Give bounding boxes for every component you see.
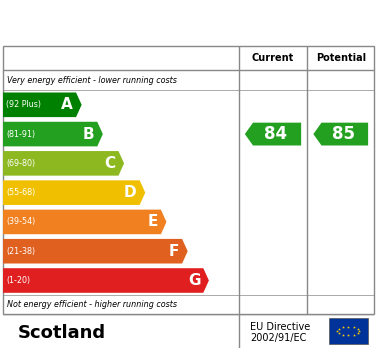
Text: Very energy efficient - lower running costs: Very energy efficient - lower running co… bbox=[7, 76, 177, 85]
Polygon shape bbox=[3, 151, 124, 176]
Polygon shape bbox=[245, 122, 301, 145]
Text: 84: 84 bbox=[264, 125, 287, 143]
Text: Not energy efficient - higher running costs: Not energy efficient - higher running co… bbox=[7, 300, 177, 309]
Text: E: E bbox=[147, 214, 158, 229]
Text: Energy Efficiency Rating: Energy Efficiency Rating bbox=[64, 14, 312, 32]
Text: C: C bbox=[105, 156, 115, 171]
Text: (1-20): (1-20) bbox=[6, 276, 30, 285]
Polygon shape bbox=[3, 122, 103, 147]
Text: (21-38): (21-38) bbox=[6, 247, 35, 256]
Bar bbox=[329, 318, 368, 344]
Text: Potential: Potential bbox=[316, 53, 366, 63]
Text: (39-54): (39-54) bbox=[6, 218, 35, 227]
Text: 2002/91/EC: 2002/91/EC bbox=[250, 333, 306, 343]
Text: (81-91): (81-91) bbox=[6, 129, 35, 139]
Text: B: B bbox=[83, 127, 94, 142]
Polygon shape bbox=[3, 209, 167, 234]
Text: A: A bbox=[61, 97, 73, 112]
Text: (69-80): (69-80) bbox=[6, 159, 35, 168]
Text: D: D bbox=[124, 185, 137, 200]
Text: Current: Current bbox=[252, 53, 294, 63]
Polygon shape bbox=[3, 180, 145, 205]
Polygon shape bbox=[3, 239, 188, 263]
Text: 85: 85 bbox=[332, 125, 355, 143]
Polygon shape bbox=[3, 93, 82, 117]
Polygon shape bbox=[3, 268, 209, 293]
Text: EU Directive: EU Directive bbox=[250, 322, 310, 332]
Polygon shape bbox=[313, 122, 368, 145]
Text: (92 Plus): (92 Plus) bbox=[6, 100, 41, 109]
Text: G: G bbox=[188, 273, 200, 288]
Text: F: F bbox=[169, 244, 179, 259]
Text: (55-68): (55-68) bbox=[6, 188, 35, 197]
Text: Scotland: Scotland bbox=[18, 324, 106, 342]
